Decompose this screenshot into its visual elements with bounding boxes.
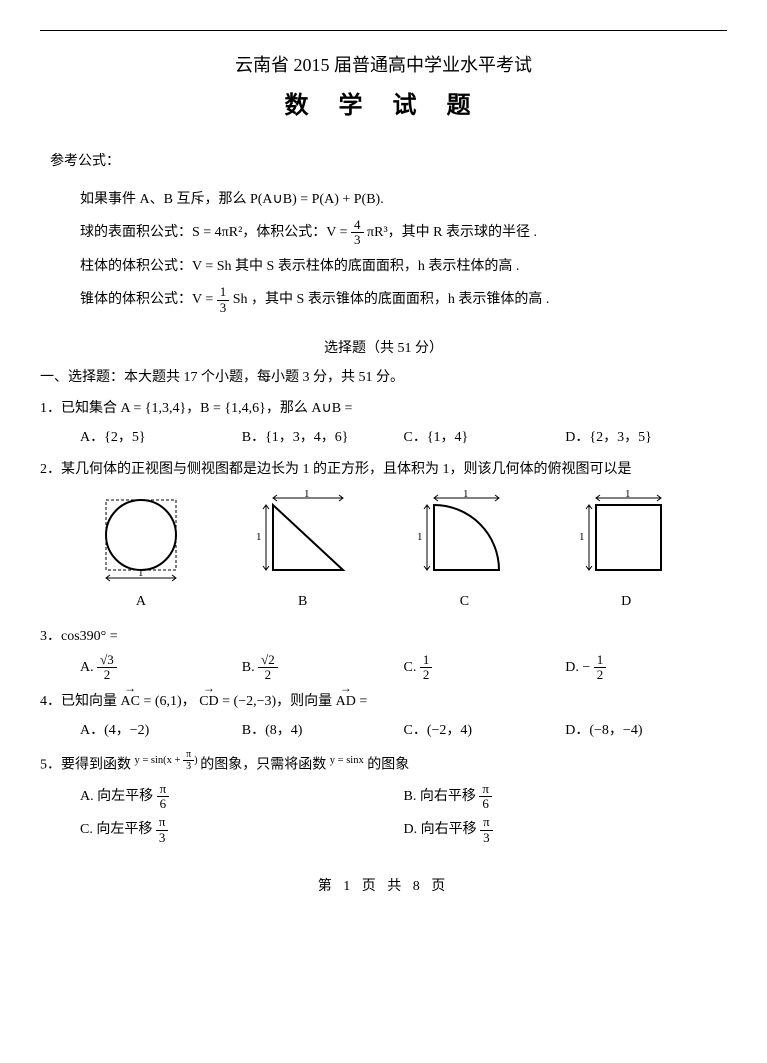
fig-d-dim-top: 1 bbox=[625, 490, 631, 500]
q1-options: A．{2，5} B．{1，3，4，6} C．{1，4} D．{2，3，5} bbox=[80, 425, 727, 450]
fig-d-svg: 1 1 bbox=[571, 490, 681, 585]
q3-optC: C. 12 bbox=[404, 653, 566, 683]
q2-fig-labels: A B C D bbox=[60, 589, 707, 614]
q2-text: 2．某几何体的正视图与侧视图都是边长为 1 的正方形，且体积为 1，则该几何体的… bbox=[40, 457, 727, 482]
fig-a-dim: 1 bbox=[138, 567, 144, 579]
f4-post: Sh ，其中 S 表示锥体的底面面积，h 表示锥体的高 . bbox=[233, 292, 550, 307]
formula-line-2: 球的表面积公式：S = 4πR²，体积公式：V = 4 3 πR³，其中 R 表… bbox=[80, 216, 727, 250]
q4-text: 4．已知向量 AC = (6,1)， CD = (−2,−3)，则向量 AD = bbox=[40, 689, 727, 714]
q1-optB: B．{1，3，4，6} bbox=[242, 425, 404, 450]
q3-options: A. √32 B. √22 C. 12 D. − 12 bbox=[80, 653, 727, 683]
q5-optC: C. 向左平移 π3 bbox=[80, 815, 404, 845]
section-instruction: 一、选择题：本大题共 17 个小题，每小题 3 分，共 51 分。 bbox=[40, 365, 727, 390]
page-footer: 第 1 页 共 8 页 bbox=[40, 875, 727, 895]
f4-pre: 锥体的体积公式：V = bbox=[80, 292, 217, 307]
q5-optA: A. 向左平移 π6 bbox=[80, 782, 404, 812]
question-5: 5．要得到函数 y = sin(x + π3) 的图象，只需将函数 y = si… bbox=[40, 749, 727, 845]
f2-post: πR³，其中 R 表示球的半径 . bbox=[367, 225, 537, 240]
exam-title: 云南省 2015 届普通高中学业水平考试 bbox=[40, 51, 727, 77]
q5-text: 5．要得到函数 y = sin(x + π3) 的图象，只需将函数 y = si… bbox=[40, 749, 727, 778]
q3-text: 3．cos390° = bbox=[40, 624, 727, 649]
f4-frac: 1 3 bbox=[217, 285, 230, 315]
fig-b-svg: 1 1 bbox=[248, 490, 358, 585]
q3-optD: D. − 12 bbox=[565, 653, 727, 683]
q2-labelB: B bbox=[222, 589, 384, 614]
q2-labelD: D bbox=[545, 589, 707, 614]
fig-b-dim-top: 1 bbox=[304, 490, 310, 500]
q1-text: 1．已知集合 A = {1,3,4}，B = {1,4,6}，那么 A∪B = bbox=[40, 396, 727, 421]
formula-line-1: 如果事件 A、B 互斥，那么 P(A∪B) = P(A) + P(B). bbox=[80, 183, 727, 217]
q2-labelC: C bbox=[384, 589, 546, 614]
q4-optB: B．(8，4) bbox=[242, 718, 404, 743]
formula-line-4: 锥体的体积公式：V = 1 3 Sh ，其中 S 表示锥体的底面面积，h 表示锥… bbox=[80, 283, 727, 317]
q2-labelA: A bbox=[60, 589, 222, 614]
question-3: 3．cos390° = A. √32 B. √22 C. 12 D. − 12 bbox=[40, 624, 727, 683]
fig-c-dim-top: 1 bbox=[463, 490, 469, 500]
fig-d-dim-left: 1 bbox=[579, 531, 585, 543]
formula-block: 参考公式： 如果事件 A、B 互斥，那么 P(A∪B) = P(A) + P(B… bbox=[50, 145, 727, 317]
question-1: 1．已知集合 A = {1,3,4}，B = {1,4,6}，那么 A∪B = … bbox=[40, 396, 727, 450]
fig-c-svg: 1 1 bbox=[409, 490, 519, 585]
q1-optD: D．{2，3，5} bbox=[565, 425, 727, 450]
q4-options: A．(4，−2) B．(8，4) C．(−2，4) D．(−8，−4) bbox=[80, 718, 727, 743]
question-4: 4．已知向量 AC = (6,1)， CD = (−2,−3)，则向量 AD =… bbox=[40, 689, 727, 743]
q5-optB: B. 向右平移 π6 bbox=[404, 782, 728, 812]
subject-title: 数 学 试 题 bbox=[40, 85, 727, 120]
q4-optD: D．(−8，−4) bbox=[565, 718, 727, 743]
question-2: 2．某几何体的正视图与侧视图都是边长为 1 的正方形，且体积为 1，则该几何体的… bbox=[40, 457, 727, 614]
vec-ad: AD bbox=[336, 689, 356, 714]
q4-optA: A．(4，−2) bbox=[80, 718, 242, 743]
vec-ac: AC bbox=[121, 689, 140, 714]
q4-optC: C．(−2，4) bbox=[404, 718, 566, 743]
q1-optA: A．{2，5} bbox=[80, 425, 242, 450]
formula-line-3: 柱体的体积公式：V = Sh 其中 S 表示柱体的底面面积，h 表示柱体的高 . bbox=[80, 250, 727, 284]
vec-cd: CD bbox=[199, 689, 218, 714]
q5-optD: D. 向右平移 π3 bbox=[404, 815, 728, 845]
q2-figures: 1 1 1 1 1 bbox=[60, 490, 707, 585]
top-rule bbox=[40, 30, 727, 31]
q3-optB: B. √22 bbox=[242, 653, 404, 683]
q5-options: A. 向左平移 π6 B. 向右平移 π6 C. 向左平移 π3 D. 向右平移… bbox=[80, 782, 727, 845]
fig-a-svg: 1 bbox=[86, 490, 196, 585]
section-header: 选择题（共 51 分） bbox=[40, 337, 727, 357]
fig-c-dim-left: 1 bbox=[417, 531, 423, 543]
f2-frac: 4 3 bbox=[351, 218, 364, 248]
q1-optC: C．{1，4} bbox=[404, 425, 566, 450]
f2-pre: 球的表面积公式：S = 4πR²，体积公式：V = bbox=[80, 225, 351, 240]
fig-b-dim-left: 1 bbox=[256, 531, 262, 543]
formula-label: 参考公式： bbox=[50, 145, 727, 179]
